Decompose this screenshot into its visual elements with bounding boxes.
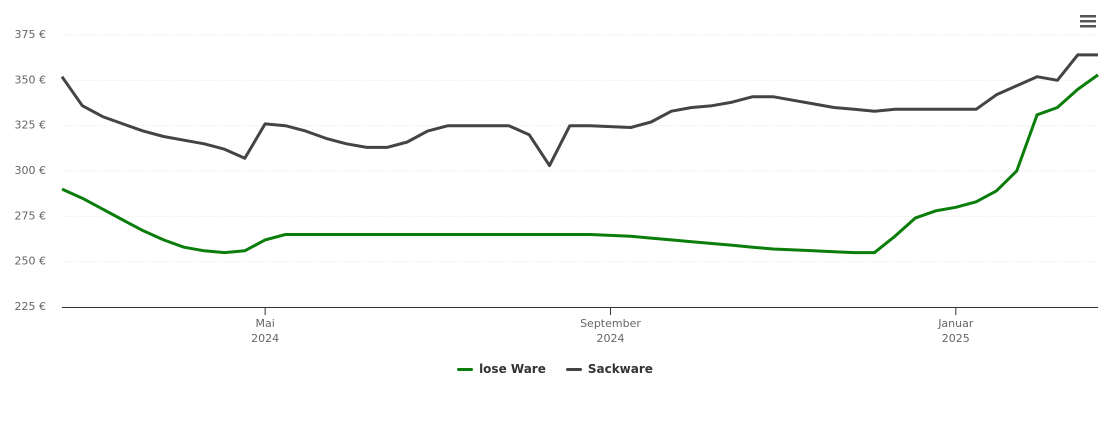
series-line <box>60 53 1098 168</box>
menu-icon[interactable] <box>1080 15 1096 28</box>
legend: lose Ware Sackware <box>0 362 1110 376</box>
legend-swatch <box>565 367 582 371</box>
y-tick-label: 350 € <box>15 73 47 86</box>
y-tick-label: 325 € <box>15 119 47 132</box>
x-tick-label: September 2024 <box>580 317 641 345</box>
series-line <box>61 73 1099 255</box>
legend-label: Sackware <box>587 362 653 376</box>
legend-label: lose Ware <box>479 362 546 376</box>
x-tick-label: Januar 2025 <box>938 317 974 345</box>
y-tick-label: 300 € <box>15 164 47 177</box>
legend-swatch <box>457 367 474 371</box>
legend-item: Sackware <box>565 362 653 376</box>
legend-item: lose Ware <box>457 362 546 376</box>
y-tick-label: 225 € <box>15 300 47 313</box>
y-tick-label: 275 € <box>15 209 47 222</box>
y-tick-label: 375 € <box>15 28 47 41</box>
y-tick-label: 250 € <box>15 255 47 268</box>
x-tick-label: Mai 2024 <box>251 317 280 345</box>
